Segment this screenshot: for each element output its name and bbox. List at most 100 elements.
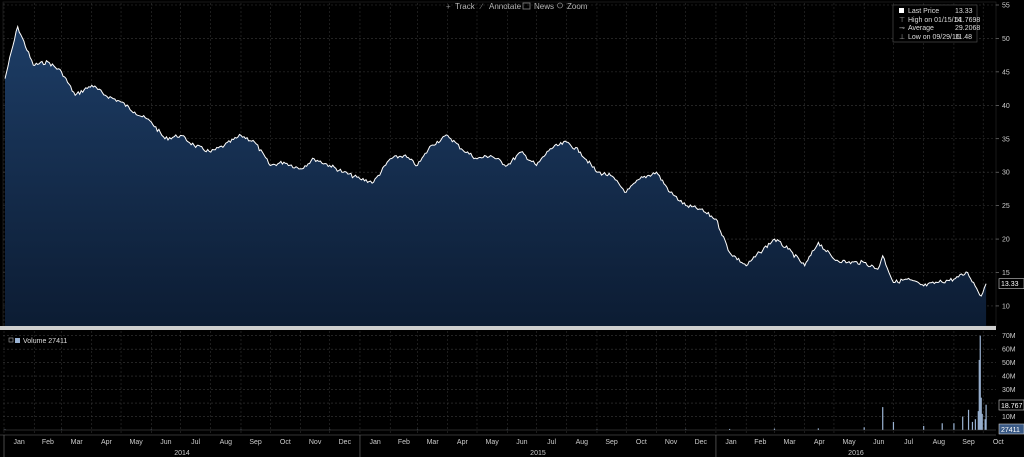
legend-label-last-price: Last Price [908,8,939,15]
year-label: 2014 [174,450,190,457]
month-label: Oct [636,439,647,446]
legend-label-average: Average [908,25,934,32]
track-tool[interactable]: + Track [446,2,476,11]
last-price-badge-text: 13.33 [1001,281,1019,288]
month-label: Apr [814,439,826,446]
price-tick-label: 35 [1002,136,1010,143]
price-tick-label: 20 [1002,237,1010,244]
volume-bar [967,409,970,430]
volume-badge-last: 27411 [998,423,1024,435]
price-tick-label: 10 [1002,303,1010,310]
month-label: May [842,439,856,446]
month-label: Sep [249,439,262,446]
price-tick-label: 15 [1002,270,1010,277]
month-label: Sep [962,439,975,446]
legend-value-low: 11.48 [955,34,972,41]
month-label: Mar [427,439,440,446]
volume-label[interactable]: Volume 27411 [8,337,67,345]
legend-value-last-price: 13.33 [955,8,973,15]
filled-square-icon [899,8,904,13]
news-label: News [534,2,554,11]
month-label: Apr [101,439,113,446]
volume-tick-label: 60M [1002,347,1016,354]
month-label: Dec [339,439,352,446]
annotate-tool[interactable]: ∕ Annotate [479,2,522,11]
month-label: Dec [695,439,708,446]
volume-bar [863,427,865,430]
volume-label-text: Volume 27411 [23,338,67,345]
volume-bar [985,404,987,430]
news-tool[interactable]: News [522,2,554,11]
month-label: Jun [516,439,527,446]
legend-value-high: 51.7698 [955,17,980,24]
volume-bar [892,421,895,430]
month-label: Aug [576,439,589,446]
month-label: Nov [309,439,322,446]
legend-label-high: High on 01/15/14 [908,17,961,24]
month-label: Aug [933,439,946,446]
price-tick-label: 30 [1002,170,1010,177]
volume-bar [773,428,776,430]
low-marker-icon: ⊥ [899,34,905,41]
volume-bar [978,359,980,430]
price-line [4,24,987,297]
pencil-icon: ∕ [479,2,484,11]
volume-bars [3,335,996,431]
month-label: Feb [42,439,54,446]
price-tick-label: 25 [1002,203,1010,210]
volume-bar [971,421,974,430]
volume-bar [981,413,983,430]
price-tick-label: 55 [1002,3,1010,10]
price-area [4,26,987,326]
volume-bar [923,425,925,430]
price-y-axis: 10 15 20 25 30 35 40 45 50 55 [996,3,1010,310]
month-label: Apr [457,439,469,446]
month-label: Aug [220,439,233,446]
last-price-badge: 13.33 [998,278,1024,289]
month-label: Jul [191,439,200,446]
volume-swatch-icon [15,338,20,343]
volume-bar [980,397,982,430]
volume-bar [979,335,981,430]
month-label: May [486,439,500,446]
zoom-label: Zoom [567,2,588,11]
magnifier-icon [557,2,563,9]
month-label: Feb [754,439,766,446]
high-marker-icon: ⊤ [899,17,905,24]
volume-tick-label: 70M [1002,333,1016,340]
month-label: Mar [784,439,797,446]
legend: Last Price 13.33 ⊤ High on 01/15/14 51.7… [892,4,980,43]
zoom-tool[interactable]: Zoom [557,2,588,11]
volume-tick-label: 50M [1002,360,1016,367]
panel-divider [0,326,996,330]
volume-bar [984,419,986,430]
volume-bar [729,428,731,430]
legend-label-low: Low on 09/29/16 [908,34,960,41]
volume-gridlines [3,335,996,417]
legend-value-average: 29.2068 [955,25,980,32]
month-label: Nov [665,439,678,446]
month-label: Jan [13,439,24,446]
year-label: 2015 [530,450,546,457]
volume-badge-high-text: 18.767 [1001,403,1023,410]
month-label: May [130,439,144,446]
month-label: Jun [160,439,171,446]
volume-tick-label: 40M [1002,374,1016,381]
volume-collapse-icon [8,337,14,343]
price-tick-label: 50 [1002,36,1010,43]
price-tick-label: 45 [1002,69,1010,76]
volume-bar [962,416,964,430]
volume-badge-high: 18.767 [998,399,1024,411]
month-label: Mar [71,439,84,446]
average-line-icon: ⊸ [899,25,905,32]
volume-tick-label: 10M [1002,414,1016,421]
month-label: Jul [904,439,913,446]
month-label: Jan [369,439,380,446]
month-label: Sep [605,439,618,446]
month-label: Jun [873,439,884,446]
month-label: Jul [547,439,556,446]
volume-bar [953,423,955,430]
volume-tick-label: 30M [1002,387,1016,394]
volume-bar [817,428,819,430]
